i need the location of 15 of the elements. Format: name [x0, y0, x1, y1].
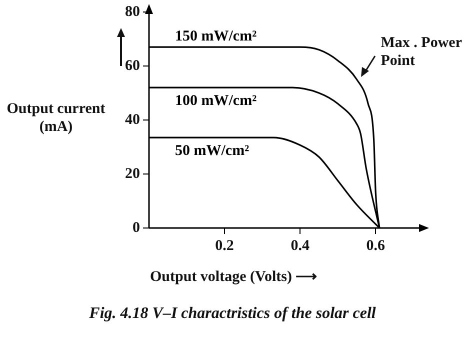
- x-tick-label: 0.4: [290, 238, 310, 254]
- y-tick-label: 0: [132, 220, 140, 236]
- x-axis-title: Output voltage (Volts) ⟶: [150, 268, 318, 286]
- x-tick-label: 0.2: [215, 238, 234, 254]
- series-label: 50 mW/cm²: [175, 142, 250, 159]
- x-tick-label: 0.6: [366, 238, 386, 254]
- series-label: 100 mW/cm²: [175, 92, 258, 109]
- series-label: 150 mW/cm²: [175, 28, 258, 44]
- text: Fig. 4.18 V–I charactristics of the solar cell: [88, 305, 377, 323]
- annotation: Max . Power Point: [380, 34, 463, 70]
- y-tick-label: 60: [125, 58, 140, 74]
- y-tick-label: 20: [125, 166, 140, 182]
- y-tick-label: 40: [125, 112, 140, 128]
- y-axis-title: Output current (mA): [6, 100, 106, 136]
- y-tick-label: 80: [125, 4, 140, 20]
